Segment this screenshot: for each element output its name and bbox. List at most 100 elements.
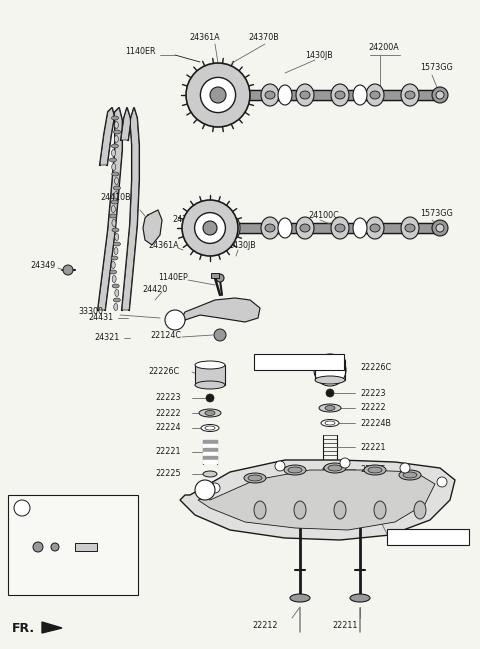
Ellipse shape [114, 304, 118, 310]
Circle shape [186, 63, 250, 127]
Text: 33300: 33300 [78, 308, 103, 317]
Polygon shape [98, 108, 122, 310]
Text: 24370B: 24370B [248, 34, 279, 42]
FancyBboxPatch shape [387, 529, 469, 545]
Ellipse shape [109, 214, 117, 218]
Ellipse shape [113, 242, 120, 246]
Circle shape [203, 221, 217, 235]
Ellipse shape [366, 217, 384, 239]
Ellipse shape [321, 419, 339, 426]
Ellipse shape [115, 177, 119, 184]
Circle shape [400, 463, 410, 473]
Bar [75, 543, 97, 551]
Ellipse shape [331, 84, 349, 106]
Ellipse shape [114, 191, 118, 199]
Text: a: a [172, 315, 178, 324]
Ellipse shape [324, 463, 346, 473]
Text: 1140ER: 1140ER [125, 47, 156, 56]
Ellipse shape [315, 376, 345, 384]
Text: 22223: 22223 [155, 393, 180, 402]
Circle shape [182, 200, 238, 256]
Ellipse shape [284, 465, 306, 475]
Circle shape [436, 224, 444, 232]
Ellipse shape [109, 158, 117, 162]
Text: 1430JB: 1430JB [305, 51, 333, 60]
Text: 24200A: 24200A [368, 43, 399, 53]
Polygon shape [42, 622, 62, 633]
Circle shape [210, 483, 220, 493]
FancyBboxPatch shape [254, 354, 344, 370]
Ellipse shape [205, 411, 215, 415]
Ellipse shape [364, 465, 386, 475]
Ellipse shape [205, 426, 215, 430]
Ellipse shape [203, 471, 217, 477]
Text: 24321: 24321 [94, 334, 119, 343]
Text: 22225: 22225 [155, 469, 180, 478]
Circle shape [326, 389, 334, 397]
Ellipse shape [325, 421, 335, 425]
Ellipse shape [403, 472, 417, 478]
Ellipse shape [248, 475, 262, 481]
Ellipse shape [353, 85, 367, 105]
Ellipse shape [265, 91, 275, 99]
Ellipse shape [335, 91, 345, 99]
Ellipse shape [109, 270, 117, 274]
Ellipse shape [112, 164, 116, 171]
Ellipse shape [278, 218, 292, 238]
Text: 24361A: 24361A [190, 34, 220, 42]
Text: 24350: 24350 [172, 215, 197, 225]
Text: 22225: 22225 [360, 465, 385, 474]
Ellipse shape [325, 406, 335, 411]
Circle shape [216, 274, 224, 282]
Bar [211, 273, 219, 278]
Ellipse shape [228, 217, 240, 239]
Circle shape [432, 87, 448, 103]
Ellipse shape [112, 228, 119, 232]
Ellipse shape [254, 501, 266, 519]
Text: 24361A: 24361A [148, 241, 179, 249]
Ellipse shape [112, 219, 116, 227]
Text: 22226C: 22226C [148, 367, 179, 376]
Text: 24410B: 24410B [100, 193, 131, 202]
Ellipse shape [111, 262, 115, 269]
Polygon shape [183, 298, 260, 322]
Ellipse shape [111, 116, 119, 120]
Ellipse shape [115, 289, 119, 297]
Ellipse shape [294, 501, 306, 519]
Ellipse shape [111, 256, 118, 260]
Ellipse shape [290, 594, 310, 602]
Ellipse shape [368, 467, 382, 473]
Ellipse shape [296, 84, 314, 106]
Text: 20-221A: 20-221A [281, 358, 313, 367]
Text: 1140EP: 1140EP [158, 273, 188, 282]
Ellipse shape [201, 424, 219, 432]
Ellipse shape [114, 247, 118, 254]
Circle shape [14, 500, 30, 516]
Text: 22222: 22222 [360, 404, 385, 413]
Ellipse shape [112, 172, 119, 176]
Ellipse shape [278, 85, 292, 105]
Circle shape [314, 354, 346, 386]
Text: 22124C: 22124C [150, 332, 181, 341]
Text: 1573GG: 1573GG [420, 64, 453, 73]
Circle shape [340, 458, 350, 468]
Ellipse shape [300, 224, 310, 232]
Text: REF.: REF. [260, 358, 278, 367]
Circle shape [432, 220, 448, 236]
Ellipse shape [111, 206, 115, 212]
Text: 22224B: 22224B [360, 419, 391, 428]
Circle shape [436, 91, 444, 99]
Text: 22224: 22224 [155, 424, 180, 432]
Ellipse shape [261, 84, 279, 106]
Text: a: a [20, 504, 24, 513]
Polygon shape [198, 470, 435, 530]
Ellipse shape [113, 298, 120, 302]
Text: a: a [203, 485, 207, 495]
Ellipse shape [113, 186, 120, 190]
Ellipse shape [112, 284, 119, 288]
Ellipse shape [236, 84, 248, 106]
Ellipse shape [353, 218, 367, 238]
Ellipse shape [195, 381, 225, 389]
Ellipse shape [111, 149, 116, 156]
Circle shape [33, 542, 43, 552]
